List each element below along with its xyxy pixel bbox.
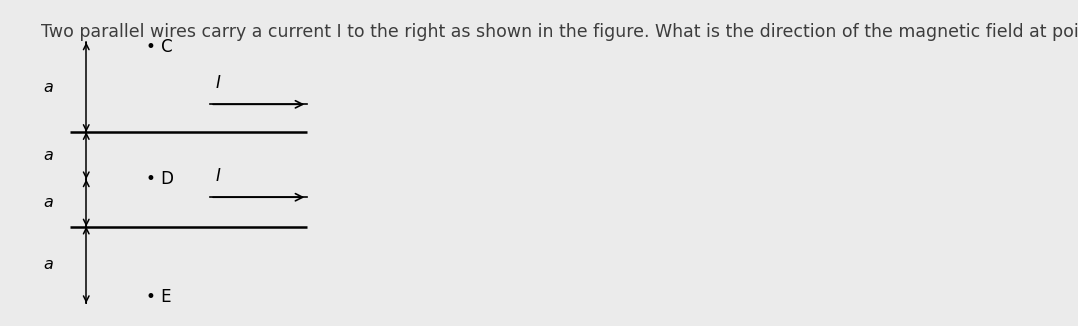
Text: • D: • D — [146, 170, 174, 188]
Text: a: a — [43, 148, 54, 163]
Text: • C: • C — [146, 38, 172, 56]
Text: a: a — [43, 80, 54, 95]
Text: I: I — [216, 167, 220, 185]
Text: Two parallel wires carry a current I to the right as shown in the figure. What i: Two parallel wires carry a current I to … — [41, 23, 1078, 41]
Text: I: I — [216, 74, 220, 92]
Text: a: a — [43, 257, 54, 273]
Text: • E: • E — [146, 288, 171, 306]
Text: a: a — [43, 195, 54, 211]
